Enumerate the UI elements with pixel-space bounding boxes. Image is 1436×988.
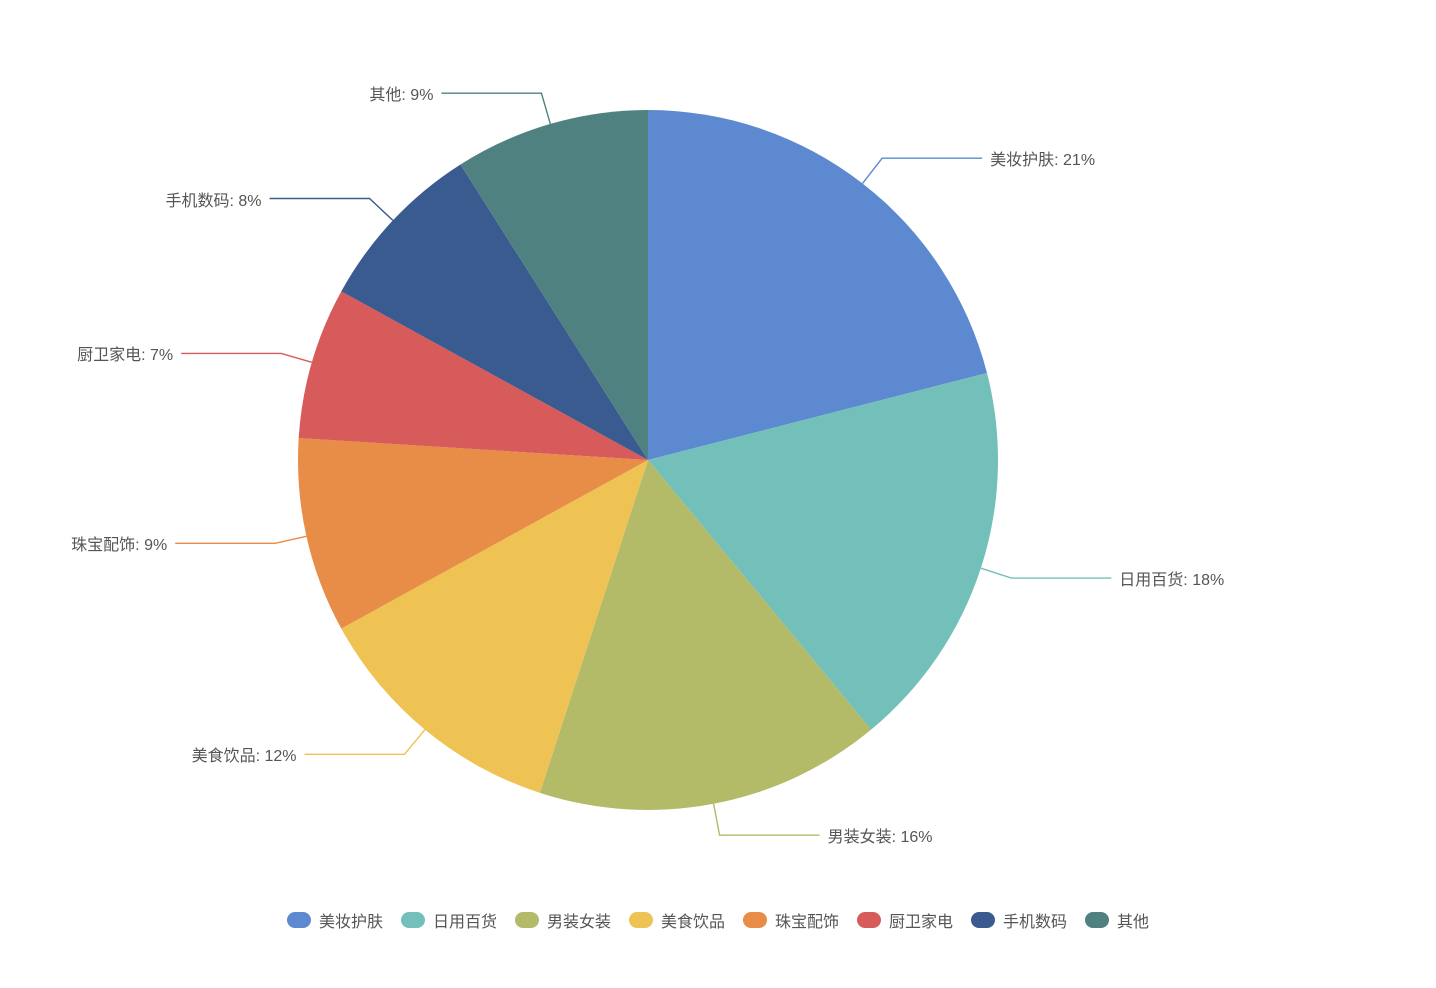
legend-swatch	[287, 912, 311, 928]
legend-label: 日用百货	[433, 908, 497, 932]
legend-label: 其他	[1117, 908, 1149, 932]
legend-label: 珠宝配饰	[775, 908, 839, 932]
slice-label: 日用百货: 18%	[1119, 566, 1224, 590]
slice-label: 手机数码: 8%	[166, 187, 262, 211]
legend-swatch	[857, 912, 881, 928]
legend-label: 男装女装	[547, 908, 611, 932]
leader-line	[305, 730, 425, 755]
legend-label: 美食饮品	[661, 908, 725, 932]
legend-item[interactable]: 手机数码	[971, 908, 1067, 932]
legend-label: 手机数码	[1003, 908, 1067, 932]
pie-chart-svg	[0, 0, 1436, 988]
slice-label: 男装女装: 16%	[828, 823, 933, 847]
legend-item[interactable]: 男装女装	[515, 908, 611, 932]
leader-line	[981, 568, 1111, 578]
slice-label: 珠宝配饰: 9%	[71, 531, 167, 555]
legend-swatch	[401, 912, 425, 928]
legend-item[interactable]: 日用百货	[401, 908, 497, 932]
legend-label: 厨卫家电	[889, 908, 953, 932]
legend-label: 美妆护肤	[319, 908, 383, 932]
slice-label: 厨卫家电: 7%	[77, 341, 173, 365]
leader-line	[175, 536, 306, 543]
legend-swatch	[629, 912, 653, 928]
leader-line	[714, 804, 820, 835]
slice-label: 美妆护肤: 21%	[990, 146, 1095, 170]
leader-line	[441, 93, 550, 124]
slice-label: 美食饮品: 12%	[192, 742, 297, 766]
legend-item[interactable]: 其他	[1085, 908, 1149, 932]
legend: 美妆护肤 日用百货 男装女装 美食饮品 珠宝配饰 厨卫家电 手机数码 其他	[0, 908, 1436, 932]
legend-item[interactable]: 厨卫家电	[857, 908, 953, 932]
pie-chart-container: 美妆护肤 日用百货 男装女装 美食饮品 珠宝配饰 厨卫家电 手机数码 其他 美妆护肤: 21%…	[0, 0, 1436, 988]
leader-line	[181, 353, 312, 362]
legend-swatch	[971, 912, 995, 928]
leader-line	[270, 199, 393, 221]
legend-item[interactable]: 美妆护肤	[287, 908, 383, 932]
slice-label: 其他: 9%	[369, 81, 433, 105]
legend-item[interactable]: 美食饮品	[629, 908, 725, 932]
leader-line	[863, 158, 983, 183]
legend-swatch	[743, 912, 767, 928]
legend-swatch	[1085, 912, 1109, 928]
legend-item[interactable]: 珠宝配饰	[743, 908, 839, 932]
legend-swatch	[515, 912, 539, 928]
